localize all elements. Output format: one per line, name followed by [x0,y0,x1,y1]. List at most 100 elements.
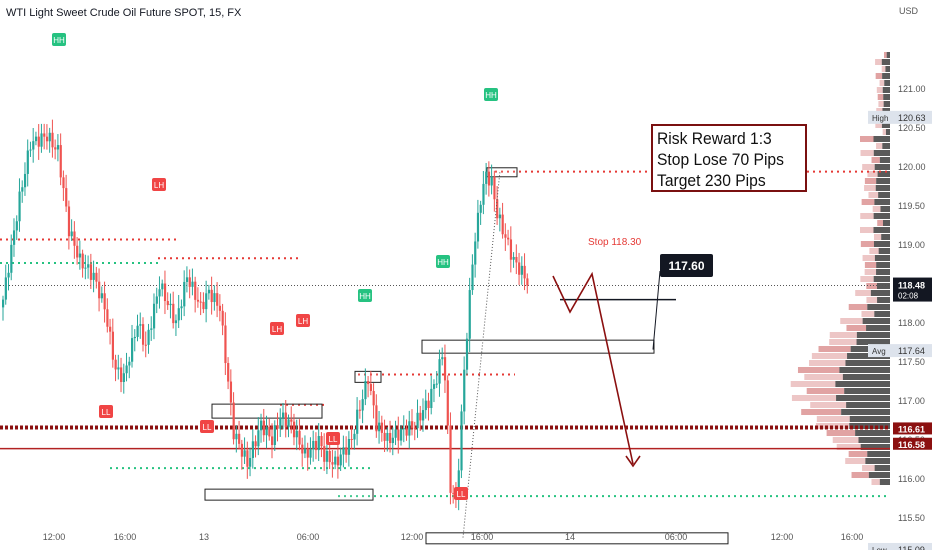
stat-price-name: High [872,114,888,123]
candle-body [487,171,491,186]
candle-body [268,426,271,437]
candle-body [133,336,136,339]
candle-body [496,199,499,219]
red-price-bg [893,422,932,435]
candle-body [207,289,211,294]
profile-bar [876,87,883,93]
horizontal-levels [0,170,890,498]
candle-body [180,306,183,309]
candle-body [213,293,216,303]
profile-bar-dark [873,227,890,233]
profile-bar-dark [860,444,890,450]
time-tick-label: 06:00 [297,532,320,542]
countdown-text: 02:08 [898,292,919,301]
swing-label-text: LL [102,408,111,417]
stat-price-bg [868,542,932,550]
candle-body [188,277,191,287]
candle-body [224,325,227,364]
candle-body [194,281,197,300]
candle-body [416,412,419,429]
candle-body [12,230,16,245]
candle-body [449,425,452,493]
profile-bar [860,213,874,219]
candle-body [504,234,507,238]
candle-body [238,433,241,444]
candle-body [249,457,252,467]
profile-bar-dark [866,325,890,331]
candle-body [342,447,345,455]
price-label-red: 116.58 [893,437,932,450]
profile-bar-dark [884,80,890,86]
candle-body [265,426,268,436]
candle-body [122,373,125,383]
candle-body [358,409,362,411]
profile-bar [862,465,875,471]
profile-bar [882,129,886,135]
price-axis-bg [893,0,932,530]
profile-bar-dark [856,339,890,345]
candle-body [32,141,35,150]
trade-drawings: Stop 118.30 [462,170,676,538]
swing-label-lh: LH [270,322,284,335]
candle-body [279,417,282,429]
profile-bar-dark [849,416,890,422]
profile-bar [860,150,874,156]
profile-bar [884,52,887,58]
candle-body [400,428,403,441]
candle-body [128,361,131,366]
candle-body [394,429,397,438]
candle-body [15,221,18,231]
red-price-bg [893,437,932,450]
profile-bar-dark [876,178,890,184]
time-axis[interactable]: 12:00 16:00 13 06:00 12:00 16:00 14 06:00 12:00 1… [43,532,864,542]
projected-arrow-head [625,455,641,468]
volume-profile [790,52,890,485]
candle-body [353,433,356,440]
profile-bar-dark [856,332,890,338]
candle-body [295,430,298,438]
candle-body [485,171,488,184]
candle-body [10,244,13,273]
profile-bar [848,451,868,457]
profile-bar-dark [876,262,890,268]
profile-bar-dark [870,290,890,296]
profile-bar [864,269,877,275]
profile-bar [868,192,879,198]
candle-body [378,422,381,432]
swing-label-bg [454,487,468,500]
trend-dotted-line [462,170,501,538]
price-axis[interactable]: 121.00120.50120.00119.50119.00118.50118.… [868,0,932,550]
candle-body [4,277,7,300]
price-label-red: 116.61 [893,422,932,435]
swing-label-hh: HH [484,88,498,101]
current-price-bg [893,277,932,302]
candle-body [520,265,524,275]
profile-bar [851,472,869,478]
candle-body [446,380,449,426]
candle-body [177,308,180,321]
candle-body [158,289,161,297]
swing-label-bg [326,432,340,445]
candle-body [257,430,260,447]
candle-body [29,149,32,151]
profile-bar-dark [883,101,890,107]
candle-body [65,188,68,207]
candle-body [465,338,469,370]
candle-body [136,325,139,337]
candle-body [334,456,337,465]
profile-bar [862,164,875,170]
candle-body [254,441,257,447]
candle-body [292,421,296,438]
entry-zone-box [421,339,655,354]
candle-body [174,320,178,324]
candle-body [369,384,373,391]
candle-body [92,272,95,280]
candle-body [59,145,62,178]
profile-bar-dark [880,206,890,212]
price-tick-label: 117.50 [898,357,925,367]
candle-body [229,381,233,403]
candle-body [518,262,521,275]
profile-bar-dark [876,283,890,289]
profile-bar [826,430,856,436]
